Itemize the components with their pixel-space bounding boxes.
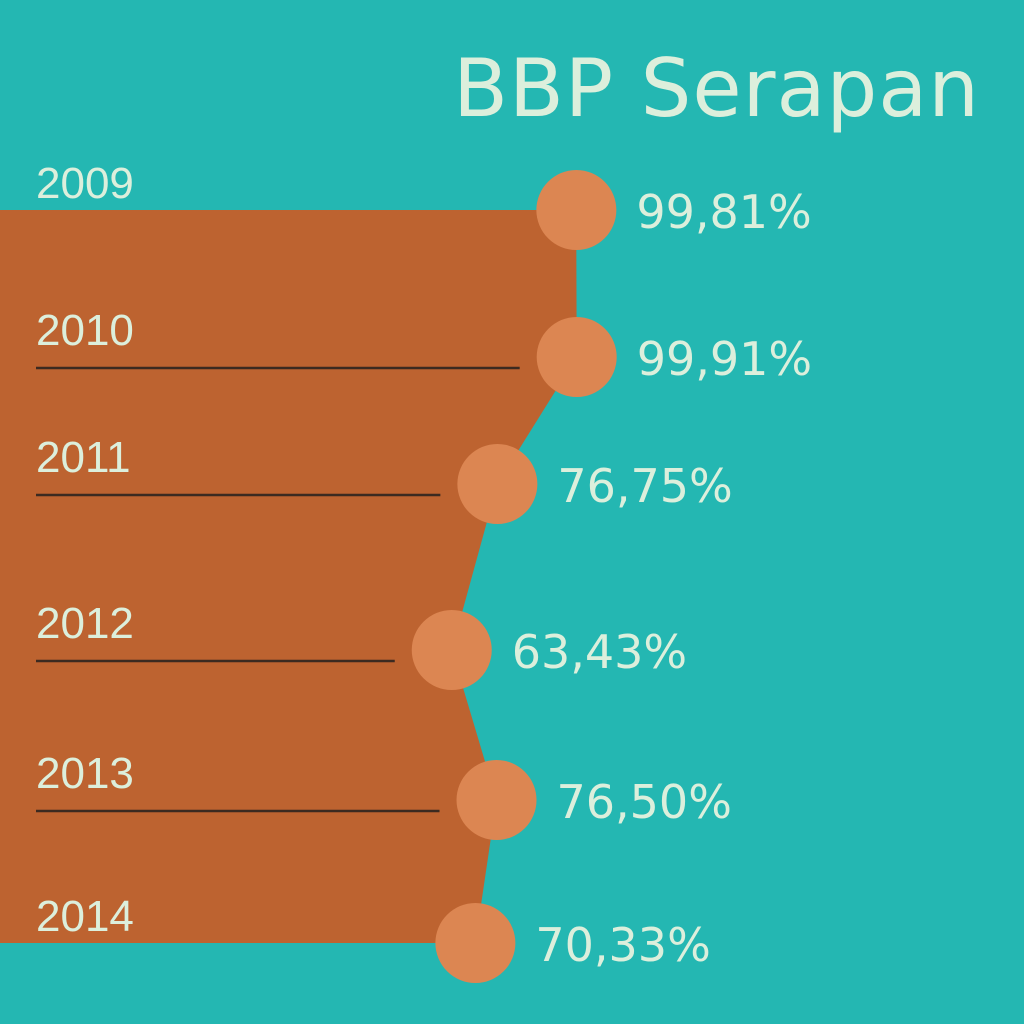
year-label: 2009	[36, 159, 134, 208]
year-label: 2011	[36, 433, 131, 482]
data-label: 63,43%	[512, 625, 687, 679]
data-label: 76,50%	[557, 775, 732, 829]
area-fill	[0, 210, 577, 943]
data-point-marker	[536, 170, 617, 250]
data-point-marker	[435, 903, 516, 983]
data-label: 99,81%	[636, 185, 811, 239]
data-point-marker	[536, 317, 617, 397]
chart-title: BBP Serapan	[453, 42, 980, 135]
data-label: 76,75%	[557, 459, 732, 513]
data-label: 99,91%	[637, 332, 812, 386]
year-label: 2012	[36, 599, 134, 648]
year-label: 2013	[36, 749, 134, 798]
year-label: 2010	[36, 306, 134, 355]
year-label: 2014	[36, 892, 134, 941]
data-point-marker	[456, 760, 537, 840]
data-label: 70,33%	[535, 918, 710, 972]
data-point-marker	[411, 610, 492, 690]
data-point-marker	[457, 444, 538, 524]
